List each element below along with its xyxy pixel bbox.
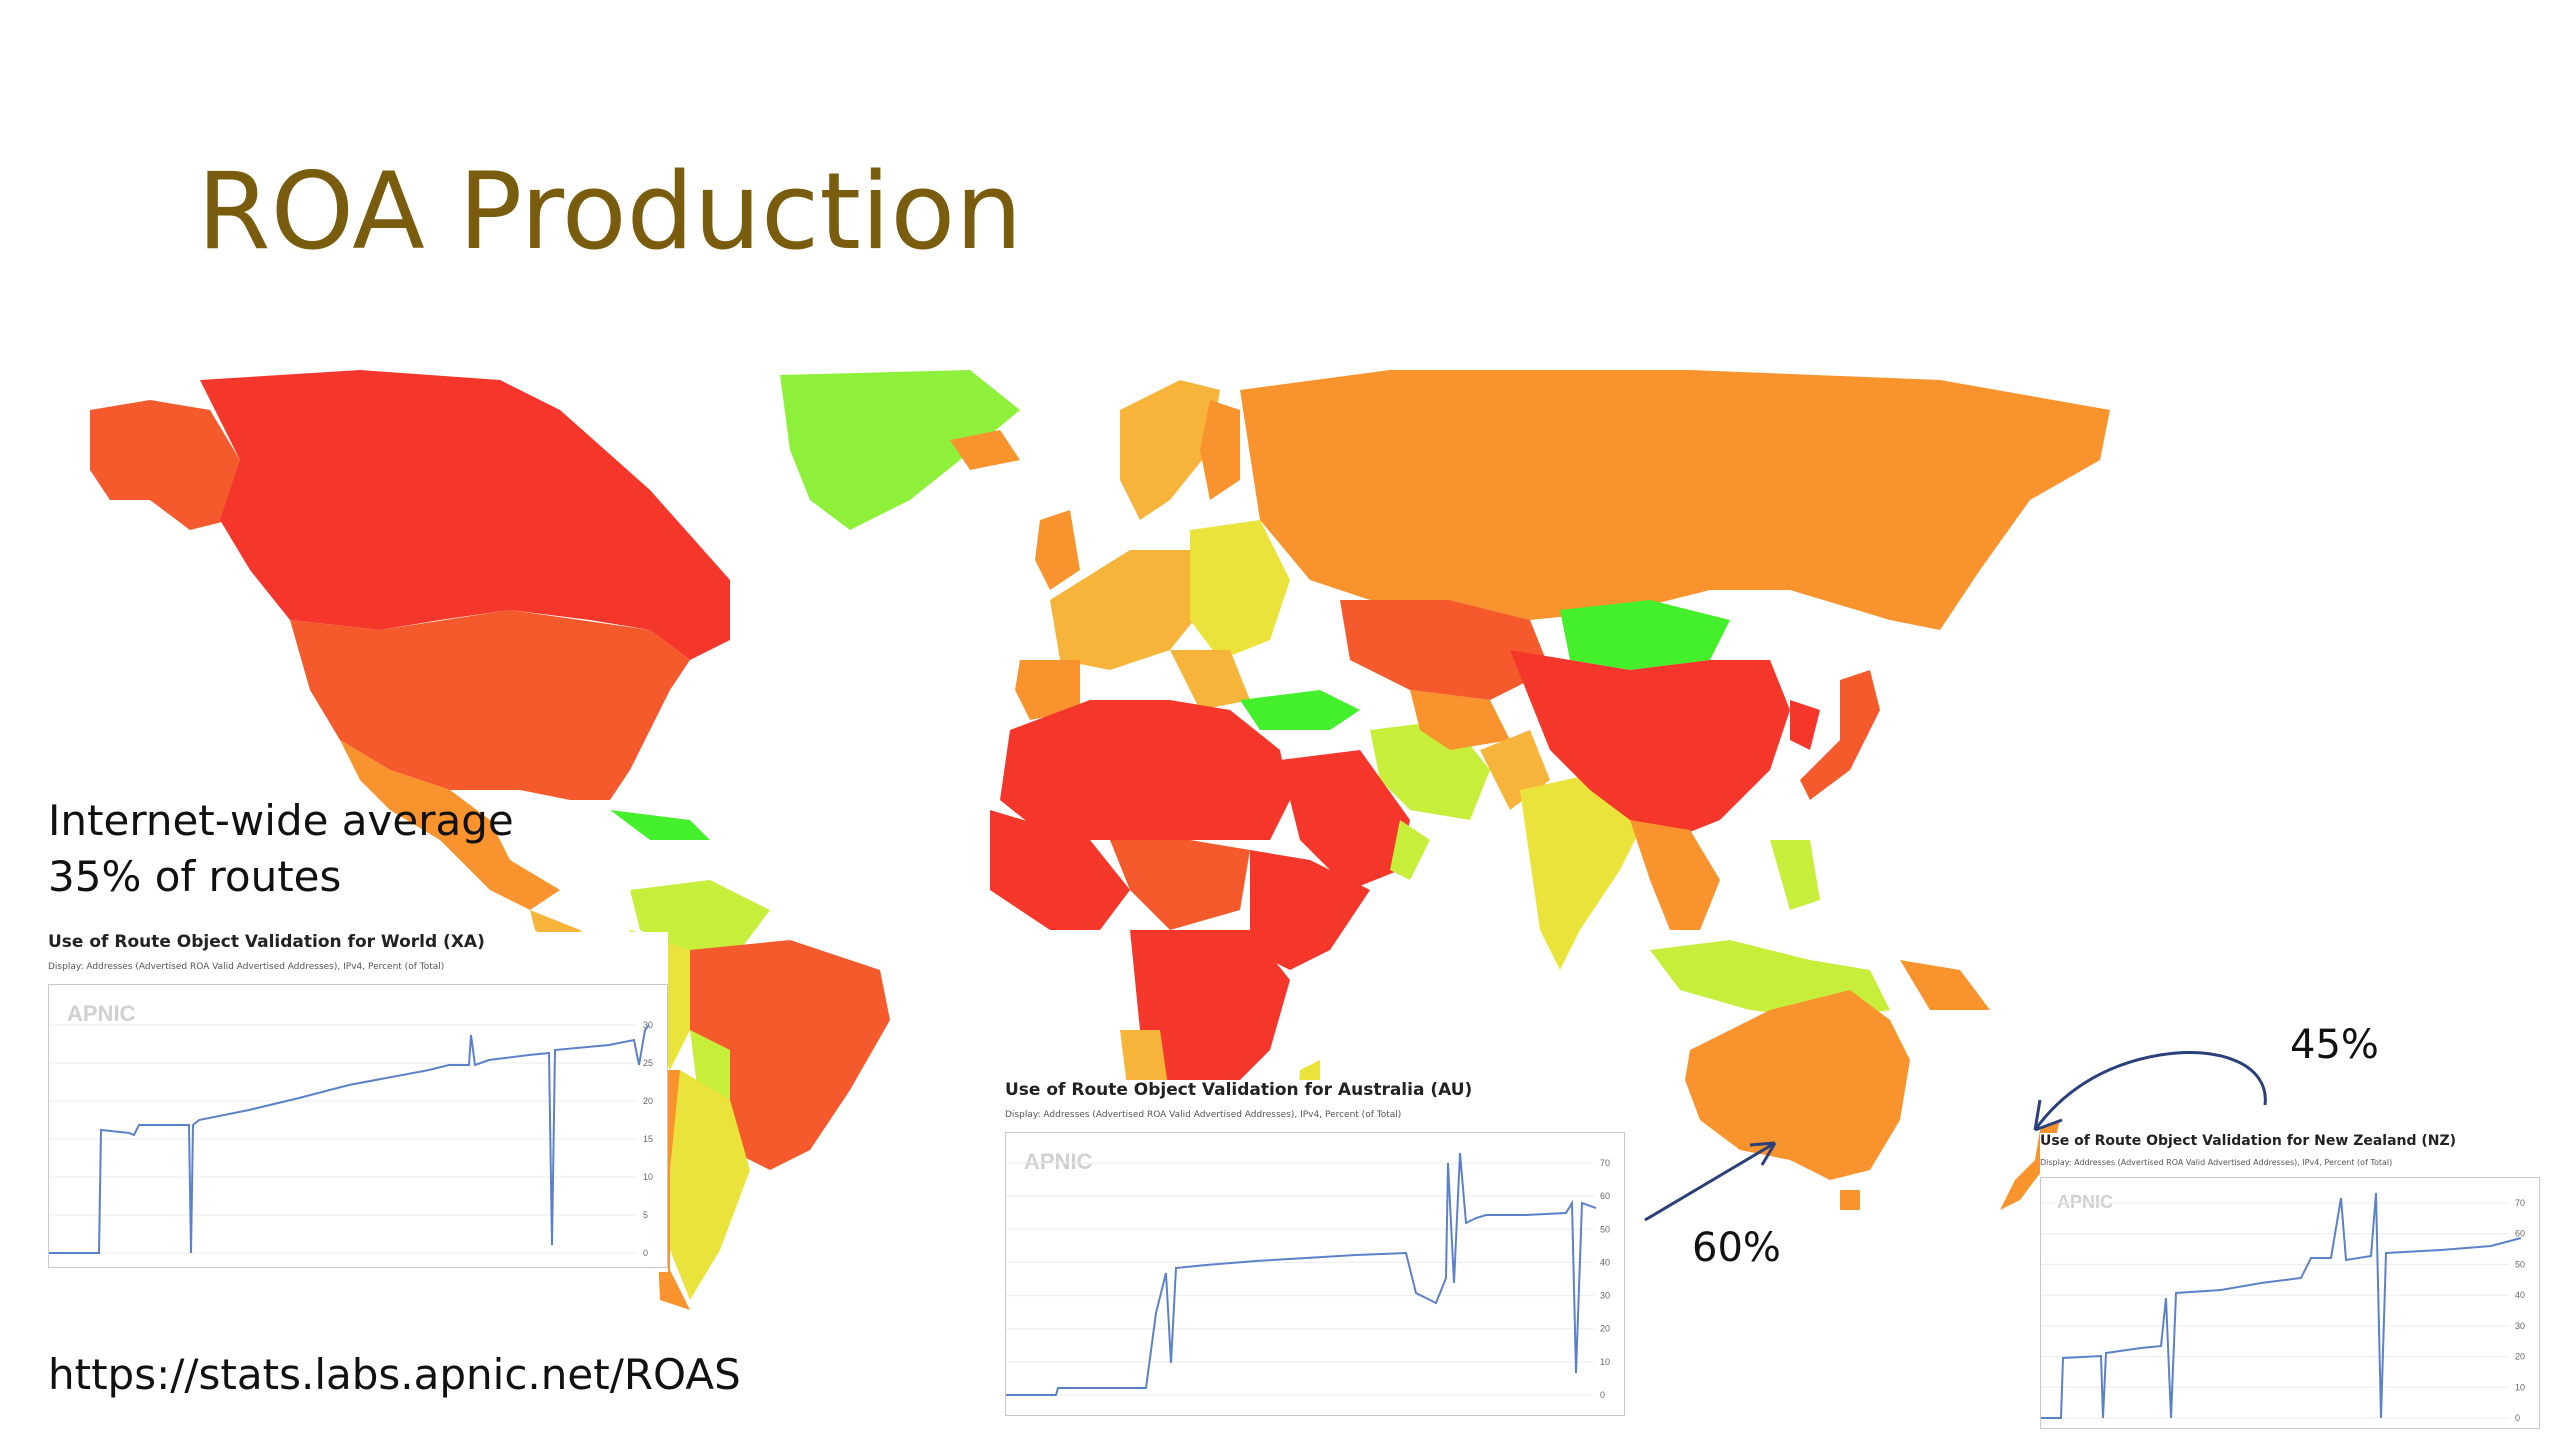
australia-ytick-label: 0 — [1600, 1390, 1605, 1400]
world-average-line2: 35% of routes — [48, 852, 342, 901]
map-region-tasmania — [1840, 1190, 1860, 1210]
australia-ytick-label: 10 — [1600, 1357, 1610, 1367]
map-region-scandinavia — [1120, 380, 1220, 520]
apnic-logo-australia: APNIC — [1024, 1149, 1093, 1174]
map-region-mexico — [340, 740, 560, 910]
series-line-newzealand — [2041, 1192, 2522, 1419]
chart-title-australia: Use of Route Object Validation for Austr… — [1005, 1080, 1473, 1100]
map-region-north-africa — [1000, 700, 1290, 840]
map-region-west-africa — [990, 810, 1130, 930]
newzealand-ytick-label: 10 — [2515, 1382, 2525, 1392]
newzealand-ytick-label: 50 — [2515, 1259, 2525, 1269]
australia-ytick-label: 40 — [1600, 1257, 1610, 1267]
world-ytick-label: 25 — [643, 1058, 653, 1068]
newzealand-ytick-label: 20 — [2515, 1352, 2525, 1362]
australia-ytick-label: 50 — [1600, 1224, 1610, 1234]
world-ytick-label: 5 — [643, 1210, 648, 1220]
world-ytick-label: 0 — [643, 1248, 648, 1258]
chart-subtitle-australia: Display: Addresses (Advertised ROA Valid… — [1005, 1110, 1402, 1120]
source-url: https://stats.labs.apnic.net/ROAS — [48, 1350, 741, 1399]
map-region-caribbean — [610, 810, 710, 840]
australia-ytick-label: 70 — [1600, 1158, 1610, 1168]
map-region-philippines — [1770, 840, 1820, 910]
map-region-iceland — [950, 430, 1020, 470]
world-ytick-label: 10 — [643, 1172, 653, 1182]
chart-title-world: Use of Route Object Validation for World… — [48, 932, 485, 952]
series-line-world — [49, 1024, 650, 1254]
map-region-west-europe — [1050, 550, 1210, 670]
map-region-se-asia — [1630, 820, 1720, 930]
apnic-logo-world: APNIC — [67, 1001, 136, 1026]
map-region-iberia — [1015, 660, 1080, 720]
chart-title-newzealand: Use of Route Object Validation for New Z… — [2040, 1133, 2457, 1149]
map-region-australia — [1685, 990, 1910, 1180]
map-region-sahel — [1110, 840, 1250, 930]
map-region-east-europe — [1190, 520, 1290, 660]
slide-title: ROA Production — [197, 150, 1023, 273]
newzealand-ytick-label: 60 — [2515, 1229, 2525, 1239]
arrow-australia — [1644, 1141, 1777, 1222]
arrow-newzealand — [2033, 1050, 2267, 1132]
map-region-horn-africa — [1250, 850, 1370, 970]
map-region-china — [1510, 650, 1790, 840]
map-region-turkey — [1240, 690, 1360, 730]
map-region-finland — [1200, 400, 1240, 500]
map-region-alaska — [90, 400, 240, 530]
newzealand-ytick-label: 0 — [2515, 1413, 2520, 1423]
chart-plot-australia: APNIC 70 60 50 40 30 20 10 0 — [1006, 1149, 1610, 1400]
map-region-canada — [200, 370, 730, 660]
map-region-balkans — [1170, 650, 1250, 710]
newzealand-percentage: 45% — [2290, 1022, 2379, 1068]
australia-ytick-label: 20 — [1600, 1324, 1610, 1334]
map-region-india — [1520, 770, 1650, 970]
australia-ytick-label: 30 — [1600, 1291, 1610, 1301]
chart-panel-newzealand: Use of Route Object Validation for New Z… — [2040, 1133, 2540, 1433]
newzealand-ytick-label: 70 — [2515, 1198, 2525, 1208]
map-region-russia — [1240, 370, 2110, 630]
chart-panel-australia: Use of Route Object Validation for Austr… — [1005, 1080, 1625, 1420]
newzealand-ytick-label: 40 — [2515, 1290, 2525, 1300]
map-region-argentina — [670, 1070, 750, 1300]
map-region-central-africa — [1130, 930, 1290, 1090]
series-line-australia — [1006, 1152, 1597, 1396]
world-average-line1: Internet-wide average — [48, 796, 514, 845]
map-region-usa — [290, 610, 690, 800]
apnic-logo-newzealand: APNIC — [2057, 1192, 2113, 1212]
map-region-arabia — [1280, 750, 1410, 890]
chart-panel-world: Use of Route Object Validation for World… — [48, 932, 668, 1272]
map-region-japan — [1800, 670, 1880, 800]
map-region-mongolia — [1560, 600, 1730, 670]
newzealand-ytick-label: 30 — [2515, 1321, 2525, 1331]
australia-ytick-label: 60 — [1600, 1191, 1610, 1201]
australia-percentage: 60% — [1692, 1225, 1781, 1271]
map-region-png — [1900, 960, 1990, 1010]
map-region-greenland — [780, 370, 1020, 530]
world-ytick-label: 20 — [643, 1096, 653, 1106]
map-region-uk — [1035, 510, 1080, 590]
map-region-brazil — [690, 940, 890, 1170]
map-region-kazakhstan — [1340, 600, 1550, 700]
chart-plot-newzealand: APNIC 70 60 50 40 30 20 10 0 — [2041, 1192, 2525, 1423]
map-region-central-asia — [1410, 690, 1510, 750]
chart-subtitle-newzealand: Display: Addresses (Advertised ROA Valid… — [2040, 1158, 2393, 1167]
chart-subtitle-world: Display: Addresses (Advertised ROA Valid… — [48, 962, 445, 972]
map-region-korea — [1790, 700, 1820, 750]
map-region-oman — [1390, 820, 1430, 880]
world-ytick-label: 15 — [643, 1134, 653, 1144]
